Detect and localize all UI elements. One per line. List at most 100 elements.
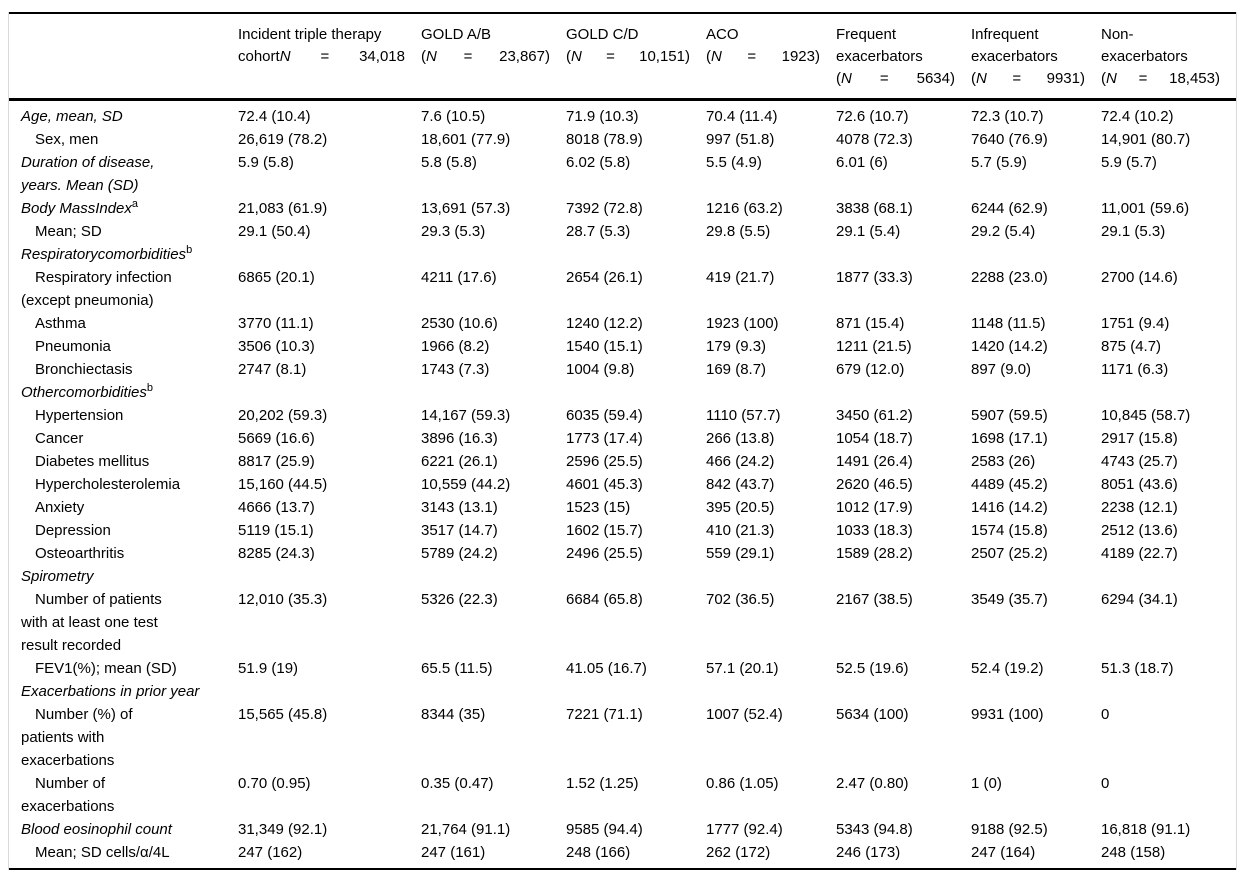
row-label-text: Respiratory infection (except pneumonia) <box>21 269 172 309</box>
data-cell: 1523 (15) <box>566 499 631 516</box>
table-row: Mean; SD 29.1 (50.4) 29.3 (5.3) 28.7 (5.3) 2… <box>9 220 1236 243</box>
table-row: Blood eosinophil count 31,349 (92.1) 21,76… <box>9 818 1236 841</box>
n-count-part: = <box>606 48 615 65</box>
column-header: Infrequent exacerbators (N = 9931) <box>971 13 1101 101</box>
data-cell: 6.01 (6) <box>836 154 888 171</box>
data-cell: 5789 (24.2) <box>421 545 498 562</box>
row-label-text: Hypertension <box>35 407 124 424</box>
data-cell: 4666 (13.7) <box>238 499 315 516</box>
footnote-marker: b <box>146 382 154 394</box>
row-label-text: Cancer <box>35 430 84 447</box>
data-cell: 12,010 (35.3) <box>238 591 328 608</box>
table-row: Osteoarthritis 8285 (24.3) 5789 (24.2) 2496… <box>9 542 1236 565</box>
row-label: Respiratorycomorbiditiesb <box>9 243 238 266</box>
data-cell: 2620 (46.5) <box>836 476 913 493</box>
data-cell: 1966 (8.2) <box>421 338 490 355</box>
column-n-count: (N = 18,453) <box>1101 68 1220 90</box>
row-label: Bronchiectasis <box>9 358 238 381</box>
data-cell: 11,001 (59.6) <box>1101 200 1190 217</box>
row-label: Body MassIndexa <box>9 197 238 220</box>
data-cell <box>1101 680 1236 703</box>
column-n-count: (N = 5634) <box>836 68 955 90</box>
row-label-text: Spirometry <box>21 568 94 585</box>
data-cell: 1054 (18.7) <box>836 430 913 447</box>
data-cell <box>1101 243 1236 266</box>
data-cell: 1602 (15.7) <box>566 522 643 539</box>
data-cell: 13,691 (57.3) <box>421 200 511 217</box>
data-cell: 262 (172) <box>706 844 771 861</box>
table-row: Age, mean, SD 72.4 (10.4) 7.6 (10.5) 71.9 (… <box>9 100 1236 129</box>
data-cell: 5.7 (5.9) <box>971 154 1027 171</box>
table-row: Bronchiectasis 2747 (8.1) 1743 (7.3) 1004 (… <box>9 358 1236 381</box>
row-label: Hypercholesterolemia <box>9 473 238 496</box>
data-cell: 875 (4.7) <box>1101 338 1162 355</box>
data-cell: 248 (166) <box>566 844 631 861</box>
table-row: Hypertension 20,202 (59.3) 14,167 (59.3) 60… <box>9 404 1236 427</box>
data-cell: 1773 (17.4) <box>566 430 643 447</box>
data-cell: 5907 (59.5) <box>971 407 1048 424</box>
data-cell: 29.1 (5.4) <box>836 223 901 240</box>
data-cell: 1698 (17.1) <box>971 430 1048 447</box>
data-cell: 1.52 (1.25) <box>566 775 639 792</box>
n-count-part: 23,867) <box>499 48 550 65</box>
data-cell: 28.7 (5.3) <box>566 223 631 240</box>
table-row: Anxiety 4666 (13.7) 3143 (13.1) 1523 (15) 39… <box>9 496 1236 519</box>
data-cell <box>706 243 836 266</box>
data-cell: 248 (158) <box>1101 844 1166 861</box>
column-title-line: Frequent <box>836 26 897 43</box>
data-cell <box>971 381 1101 404</box>
data-cell: 1743 (7.3) <box>421 361 490 378</box>
row-label: Cancer <box>9 427 238 450</box>
data-cell <box>706 680 836 703</box>
n-count-part: 9931) <box>1046 70 1085 87</box>
table-row: Sex, men 26,619 (78.2) 18,601 (77.9) 8018 (… <box>9 128 1236 151</box>
data-cell: 8018 (78.9) <box>566 131 643 148</box>
data-cell: 0.35 (0.47) <box>421 775 494 792</box>
data-cell: 2654 (26.1) <box>566 269 643 286</box>
data-cell <box>238 565 421 588</box>
column-n-count: (N = 9931) <box>971 68 1085 90</box>
row-label-text: Number of exacerbations <box>21 775 115 815</box>
data-cell: 7.6 (10.5) <box>421 108 486 125</box>
column-title-line: exacerbators <box>971 48 1058 65</box>
row-label: Number (%) of patients with exacerbation… <box>9 703 238 772</box>
table-row: Depression 5119 (15.1) 3517 (14.7) 1602 (15… <box>9 519 1236 542</box>
row-label: Sex, men <box>9 128 238 151</box>
data-cell: 29.2 (5.4) <box>971 223 1036 240</box>
row-label: Pneumonia <box>9 335 238 358</box>
data-cell <box>421 381 566 404</box>
data-cell: 466 (24.2) <box>706 453 775 470</box>
table-row: Othercomorbiditiesb <box>9 381 1236 404</box>
data-cell: 5119 (15.1) <box>238 522 314 539</box>
n-count-part: (N <box>1101 70 1117 87</box>
data-cell: 169 (8.7) <box>706 361 767 378</box>
row-label-text: Respiratorycomorbidities <box>21 246 187 263</box>
row-label-text: Mean; SD cells/α/4L <box>35 844 170 861</box>
column-n-count: (N = 23,867) <box>421 46 550 68</box>
row-label: Number of patients with at least one tes… <box>9 588 238 657</box>
row-label: Age, mean, SD <box>9 100 238 129</box>
data-cell: 14,167 (59.3) <box>421 407 511 424</box>
data-cell: 7640 (76.9) <box>971 131 1048 148</box>
row-label: Othercomorbiditiesb <box>9 381 238 404</box>
data-cell: 6035 (59.4) <box>566 407 643 424</box>
data-cell: 395 (20.5) <box>706 499 775 516</box>
column-title-line: Incident triple therapy <box>238 26 382 43</box>
data-cell: 15,565 (45.8) <box>238 706 328 723</box>
data-cell <box>836 565 971 588</box>
footnote-marker: a <box>131 198 139 210</box>
footnote-marker: b <box>186 244 193 256</box>
data-cell: 897 (9.0) <box>971 361 1032 378</box>
data-cell: 1416 (14.2) <box>971 499 1048 516</box>
data-cell: 1877 (33.3) <box>836 269 913 286</box>
n-count-part: (N <box>836 70 852 87</box>
n-count-part: = <box>879 70 889 87</box>
n-count-part: cohortN <box>238 48 291 65</box>
row-label: Mean; SD cells/α/4L <box>9 841 238 869</box>
data-cell: 4601 (45.3) <box>566 476 643 493</box>
data-cell: 2288 (23.0) <box>971 269 1048 286</box>
data-cell: 871 (15.4) <box>836 315 905 332</box>
data-cell: 247 (161) <box>421 844 486 861</box>
row-label-text: Anxiety <box>35 499 85 516</box>
data-cell: 9931 (100) <box>971 706 1044 723</box>
